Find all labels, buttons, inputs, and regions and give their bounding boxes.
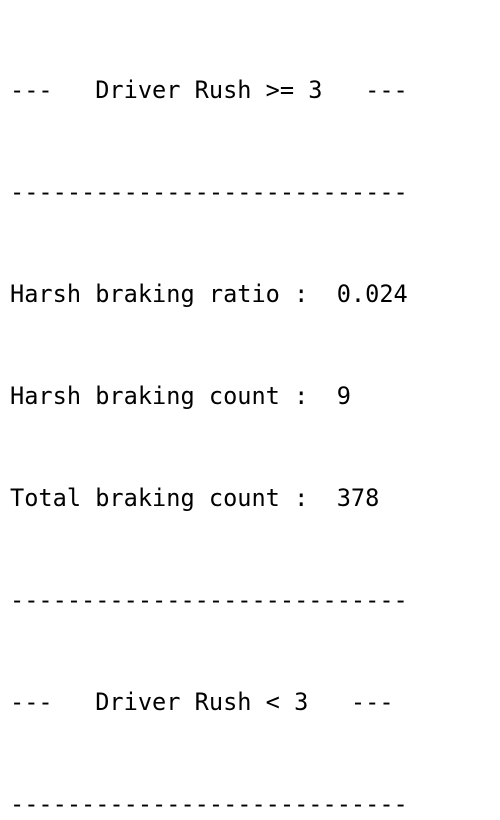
section-header-rush-ge-3: --- Driver Rush >= 3 --- [10,76,408,104]
total-braking-count-line: Total braking count : 378 [10,484,380,512]
console-output: --- Driver Rush >= 3 --- ---------------… [10,5,408,820]
separator-line: ---------------------------- [10,790,408,818]
harsh-braking-ratio-line: Harsh braking ratio : 0.024 [10,280,408,308]
separator-line: ---------------------------- [10,586,408,614]
section-header-rush-lt-3: --- Driver Rush < 3 --- [10,688,394,716]
separator-line: ---------------------------- [10,178,408,206]
harsh-braking-count-line: Harsh braking count : 9 [10,382,351,410]
